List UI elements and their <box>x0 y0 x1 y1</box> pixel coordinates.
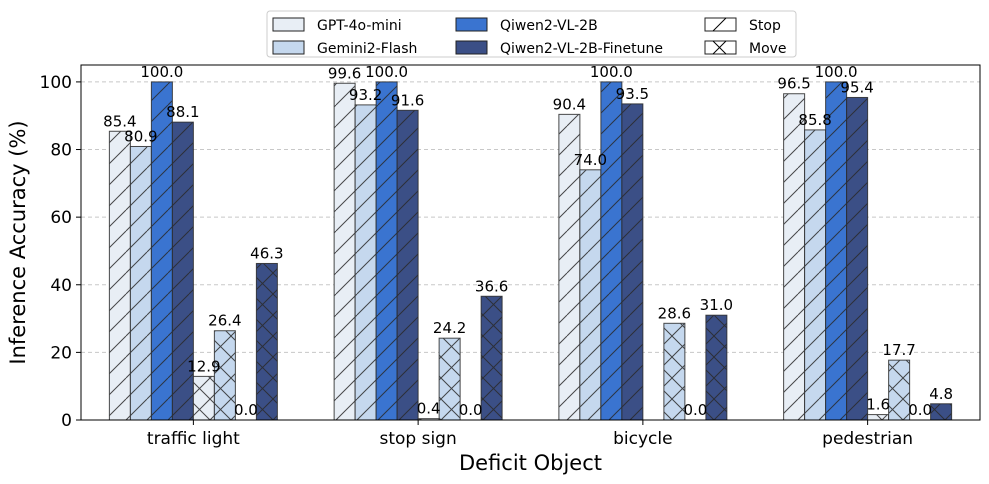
bar-hatch <box>804 129 827 421</box>
x-tick-label: pedestrian <box>822 429 913 449</box>
bar-value-label: 24.2 <box>433 319 466 337</box>
bar-hatch <box>705 314 728 421</box>
legend-entry: Qiwen2-VL-2B-Finetune <box>455 40 663 57</box>
bar-hatch <box>396 109 419 421</box>
legend-label: Qiwen2-VL-2B <box>500 18 598 34</box>
legend-swatch <box>272 17 305 32</box>
bar-value-label: 12.9 <box>187 357 220 375</box>
bar-value-label: 91.6 <box>391 91 424 109</box>
bar-hatch <box>375 81 398 421</box>
bar-value-label: 46.3 <box>250 244 283 262</box>
bar-value-label: 85.4 <box>103 112 136 130</box>
legend: GPT-4o-mini Gemini2-Flash Qiwen2-VL-2B Qiwe… <box>266 10 797 58</box>
bar-value-label: 85.8 <box>798 111 831 129</box>
y-tick-label: 100 <box>40 73 72 93</box>
legend-swatch <box>455 17 488 32</box>
bar-hatch <box>783 93 806 421</box>
x-tick-label: traffic light <box>147 429 240 449</box>
y-tick-label: 20 <box>50 343 72 363</box>
bars <box>108 81 953 421</box>
bar-value-label: 0.0 <box>908 401 932 419</box>
bar-value-label: 0.0 <box>459 401 483 419</box>
y-tick-label: 80 <box>50 141 72 161</box>
y-axis-title: Inference Accuracy (%) <box>6 120 30 364</box>
bar-hatch <box>333 82 356 421</box>
bar-hatch <box>888 359 911 421</box>
y-tick-label: 40 <box>50 276 72 296</box>
bar-value-label: 0.4 <box>417 400 441 418</box>
bar-value-label: 100.0 <box>815 63 858 81</box>
bar-value-label: 28.6 <box>658 304 691 322</box>
bar-hatch <box>108 130 131 421</box>
bar-value-label: 1.6 <box>866 396 890 414</box>
legend-entry: Move <box>704 40 787 57</box>
x-axis-title: Deficit Object <box>459 451 602 475</box>
bar-hatch <box>825 81 848 421</box>
bar-value-label: 96.5 <box>777 75 810 93</box>
legend-label: Gemini2-Flash <box>317 41 417 57</box>
bar-value-label: 100.0 <box>365 63 408 81</box>
plot-frame <box>80 64 981 421</box>
x-axis-ticks: traffic light stop sign bicycle pedestrian <box>147 420 913 449</box>
bar-hatch <box>354 104 377 421</box>
legend-label: Move <box>749 41 787 57</box>
legend-swatch <box>272 40 305 55</box>
bar-value-label: 95.4 <box>840 78 873 96</box>
legend-entry: Gemini2-Flash <box>272 40 417 57</box>
bar-hatch <box>129 145 152 421</box>
bar-hatch <box>930 403 953 421</box>
bar-hatch <box>255 262 278 421</box>
bar-value-label: 17.7 <box>882 341 915 359</box>
bar-value-label: 80.9 <box>124 127 157 145</box>
legend-hatch-line <box>712 40 727 55</box>
bar-hatch <box>579 169 602 421</box>
bar-value-label: 0.0 <box>683 401 707 419</box>
bar-value-label: 93.2 <box>349 86 382 104</box>
bar-value-label: 100.0 <box>140 63 183 81</box>
bar-hatch <box>600 81 623 421</box>
legend-swatch <box>704 17 737 32</box>
x-tick-label: bicycle <box>613 429 672 449</box>
bar-value-label: 31.0 <box>700 296 733 314</box>
bar-hatch <box>846 96 869 421</box>
legend-frame <box>266 10 797 58</box>
legend-label: Qiwen2-VL-2B-Finetune <box>500 41 663 57</box>
x-tick-label: stop sign <box>379 429 456 449</box>
bar-value-labels: 85.480.9 100.0 88.1 12.9 26.4 0.0 46.3 99.6 93.2… <box>103 63 953 419</box>
legend-entry: GPT-4o-mini <box>272 17 402 34</box>
bar-value-label: 88.1 <box>166 103 199 121</box>
bar-value-label: 36.6 <box>475 277 508 295</box>
legend-label: Stop <box>749 18 781 34</box>
bar-value-label: 0.0 <box>234 401 258 419</box>
bar-hatch <box>480 295 503 421</box>
bar-hatch <box>663 322 686 421</box>
bar-value-label: 100.0 <box>590 63 633 81</box>
bar-value-label: 4.8 <box>929 385 953 403</box>
legend-entry: Qiwen2-VL-2B <box>455 17 598 34</box>
y-tick-label: 60 <box>50 208 72 228</box>
bar-value-label: 74.0 <box>574 151 607 169</box>
y-axis-ticks: 0 20 40 60 80 100 <box>40 73 81 431</box>
legend-entry: Stop <box>704 17 781 34</box>
bar-hatch <box>621 103 644 421</box>
bar-value-label: 26.4 <box>208 312 241 330</box>
bar-value-label: 93.5 <box>616 85 649 103</box>
bar-hatch <box>192 375 215 421</box>
bar-hatch <box>438 337 461 421</box>
bar-value-label: 90.4 <box>553 95 586 113</box>
legend-swatch <box>704 40 737 55</box>
legend-hatch-line <box>712 17 727 32</box>
y-tick-label: 0 <box>61 411 72 431</box>
legend-label: GPT-4o-mini <box>317 18 402 34</box>
bar-value-label: 99.6 <box>328 64 361 82</box>
bar-hatch <box>867 414 890 421</box>
legend-swatch <box>455 40 488 55</box>
